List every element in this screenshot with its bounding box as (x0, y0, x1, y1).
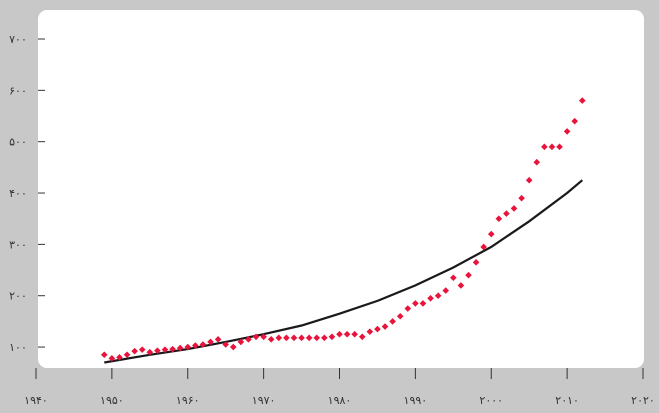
data-point (328, 333, 336, 341)
x-tick-label: ۲۰۱۰ (555, 394, 579, 407)
data-point (123, 351, 131, 359)
data-point (358, 333, 366, 341)
x-axis: ۱۹۴۰ ۱۹۵۰ ۱۹۶۰ ۱۹۷۰ ۱۹۸۰ ۱۹۹۰ ۲۰۰۰ ۲۰۱۰ ۲۰۲۰ (24, 368, 655, 407)
data-point (510, 205, 518, 212)
data-point (579, 97, 586, 104)
y-tick-label: ۵۰۰ (9, 136, 27, 149)
data-point (252, 333, 260, 341)
x-tick-label: ۲۰۰۰ (479, 394, 503, 407)
data-point (374, 325, 381, 333)
data-point (389, 318, 396, 325)
data-point (267, 336, 275, 343)
data-point (305, 334, 313, 342)
y-tick-label: ۶۰۰ (9, 84, 27, 97)
data-point (465, 271, 472, 279)
data-point (533, 158, 541, 166)
data-point (260, 333, 267, 341)
x-tick-label: ۱۹۹۰ (404, 394, 428, 407)
data-point (548, 143, 556, 151)
x-tick-label: ۲۰۲۰ (631, 394, 655, 407)
data-point (100, 351, 108, 359)
data-point (556, 143, 563, 151)
y-tick-label: ۱۰۰ (9, 341, 27, 354)
data-point (192, 342, 199, 349)
data-point (229, 343, 237, 351)
data-point (419, 300, 427, 307)
data-point (207, 338, 214, 346)
data-point (450, 274, 457, 282)
data-point (283, 334, 290, 342)
x-tick-label: ۱۹۵۰ (100, 394, 124, 407)
x-tick-label: ۱۹۴۰ (24, 394, 48, 407)
data-point (169, 345, 176, 353)
x-tick-label: ۱۹۷۰ (252, 394, 276, 407)
data-point (343, 330, 351, 338)
data-point (412, 300, 419, 307)
data-point (116, 354, 123, 361)
data-point (321, 334, 328, 342)
data-point (487, 230, 495, 238)
data-point (457, 282, 465, 289)
y-axis: ۱۰۰ ۲۰۰ ۳۰۰ ۴۰۰ ۵۰۰ ۶۰۰ ۷۰۰ (9, 33, 45, 354)
data-point (131, 347, 138, 355)
plot-area (38, 10, 644, 368)
data-point (442, 287, 450, 294)
data-point (237, 338, 245, 346)
data-point (275, 334, 283, 342)
y-tick-label: ۲۰۰ (9, 290, 27, 303)
data-point (563, 128, 571, 135)
data-point (336, 330, 343, 338)
trend-line (104, 179, 584, 364)
data-point (503, 210, 510, 217)
data-point (154, 347, 161, 354)
data-point (480, 243, 487, 251)
data-point (495, 215, 503, 223)
x-tick-label: ۱۹۸۰ (328, 394, 352, 407)
data-point (313, 334, 321, 342)
data-point (525, 176, 533, 184)
data-point (351, 330, 358, 338)
y-tick-label: ۴۰۰ (9, 187, 27, 200)
data-point (222, 341, 229, 348)
data-point (571, 117, 579, 125)
data-point (298, 334, 305, 342)
data-point (138, 346, 146, 353)
data-point (381, 323, 389, 330)
data-point (176, 344, 184, 352)
y-tick-label: ۳۰۰ (9, 238, 27, 251)
data-point (108, 355, 116, 362)
data-point (214, 336, 222, 343)
data-point (290, 334, 298, 342)
data-point (434, 292, 442, 300)
data-point (541, 143, 548, 151)
y-tick-label: ۷۰۰ (9, 33, 27, 46)
data-point (518, 194, 525, 202)
data-point (146, 348, 154, 356)
data-point (161, 346, 169, 353)
data-point (366, 328, 374, 335)
data-point (404, 305, 412, 312)
data-point (472, 259, 480, 266)
x-tick-label: ۱۹۶۰ (176, 394, 200, 407)
data-point (199, 341, 207, 348)
data-point (184, 343, 192, 351)
data-point (427, 294, 434, 302)
data-points (100, 97, 586, 362)
data-point (396, 312, 404, 320)
data-point (245, 336, 252, 343)
